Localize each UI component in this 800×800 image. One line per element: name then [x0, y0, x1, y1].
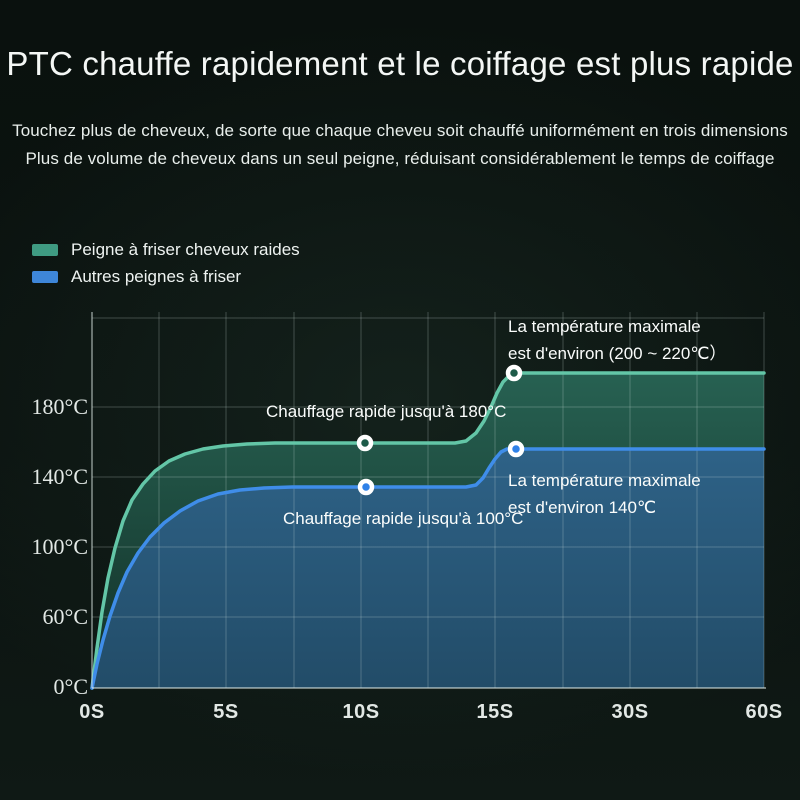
legend-item-straight-comb: Peigne à friser cheveux raides	[32, 236, 300, 263]
annotation-line: Chauffage rapide jusqu'à 180°C	[266, 402, 507, 421]
legend-item-other-combs: Autres peignes à friser	[32, 263, 300, 290]
subtitle-line-2: Plus de volume de cheveux dans un seul p…	[25, 149, 775, 168]
annotation-line: est d'environ 140℃	[508, 498, 657, 517]
annotation-line: La température maximale	[508, 471, 701, 490]
annotation-blue-fast-heat: Chauffage rapide jusqu'à 100°C	[283, 505, 523, 532]
x-tick-label: 10S	[342, 701, 380, 723]
blue-data-point-marker	[357, 478, 375, 496]
green-data-point-marker	[505, 364, 523, 382]
chart-axes	[91, 312, 766, 689]
x-tick-label: 15S	[476, 701, 514, 723]
x-tick-label: 5S	[213, 701, 239, 723]
x-tick-label: 30S	[611, 701, 649, 723]
annotation-blue-max-temp: La température maximale est d'environ 14…	[508, 467, 701, 521]
series-areas	[92, 373, 764, 688]
x-tick-label: 60S	[745, 701, 783, 723]
y-tick-label: 60°C	[42, 604, 88, 629]
blue-series-line	[90, 447, 766, 690]
annotation-green-fast-heat: Chauffage rapide jusqu'à 180°C	[266, 398, 506, 425]
legend-swatch-blue	[32, 270, 58, 283]
series-lines	[90, 371, 766, 690]
y-tick-label: 180°C	[31, 394, 88, 419]
chart-legend: Peigne à friser cheveux raides Autres pe…	[32, 236, 300, 290]
y-tick-label: 140°C	[31, 464, 88, 489]
annotation-line: est d'environ (200 ~ 220℃）	[508, 344, 727, 363]
y-tick-label: 0°C	[53, 674, 88, 699]
subtitle-line-1: Touchez plus de cheveux, de sorte que ch…	[12, 121, 788, 140]
page-title: PTC chauffe rapidement et le coiffage es…	[6, 45, 794, 82]
green-series-line	[90, 371, 766, 690]
x-tick-label: 0S	[79, 701, 105, 723]
green-data-point-marker	[356, 434, 374, 452]
legend-swatch-green	[32, 243, 58, 256]
annotation-line: La température maximale	[508, 317, 701, 336]
blue-series-area	[92, 449, 764, 688]
data-point-markers	[356, 364, 525, 496]
blue-data-point-marker	[507, 440, 525, 458]
annotation-green-max-temp: La température maximale est d'environ (2…	[508, 313, 726, 367]
legend-label-straight-comb: Peigne à friser cheveux raides	[71, 239, 300, 259]
legend-label-other-combs: Autres peignes à friser	[71, 266, 242, 286]
annotation-line: Chauffage rapide jusqu'à 100°C	[283, 509, 524, 528]
y-tick-label: 100°C	[31, 534, 88, 559]
